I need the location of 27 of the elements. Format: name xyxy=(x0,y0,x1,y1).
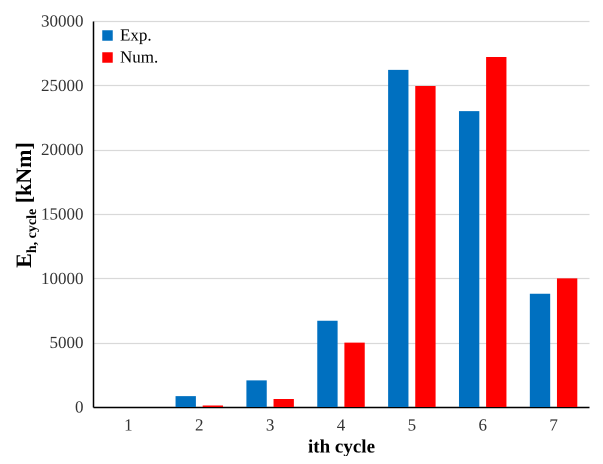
bar xyxy=(415,86,436,407)
bar xyxy=(344,342,365,407)
bar xyxy=(274,399,294,407)
y-tick-label: 15000 xyxy=(41,204,84,224)
y-tick-label: 25000 xyxy=(41,76,84,95)
x-tick-label: 1 xyxy=(124,416,133,434)
x-tick-label: 6 xyxy=(478,416,487,434)
y-tick-label: 10000 xyxy=(41,268,84,288)
x-tick-label: 3 xyxy=(266,416,274,434)
x-tick-label: 4 xyxy=(336,416,346,434)
x-tick-label: 7 xyxy=(549,416,558,434)
bar xyxy=(317,320,338,407)
bar xyxy=(556,278,578,407)
x-tick-label: 5 xyxy=(408,416,416,434)
bar xyxy=(530,294,550,407)
bar xyxy=(486,57,506,407)
y-tick-label: 30000 xyxy=(41,12,84,30)
y-tick-label: 5000 xyxy=(50,333,84,352)
bar xyxy=(246,380,267,407)
bar xyxy=(176,396,196,407)
bar xyxy=(458,111,480,407)
bar xyxy=(388,70,408,407)
legend-label: Exp. xyxy=(120,26,152,44)
y-tick-label: 0 xyxy=(75,398,84,416)
x-tick-label: 2 xyxy=(195,416,204,434)
y-tick-label: 20000 xyxy=(41,140,84,160)
legend-label: Num. xyxy=(120,48,158,66)
